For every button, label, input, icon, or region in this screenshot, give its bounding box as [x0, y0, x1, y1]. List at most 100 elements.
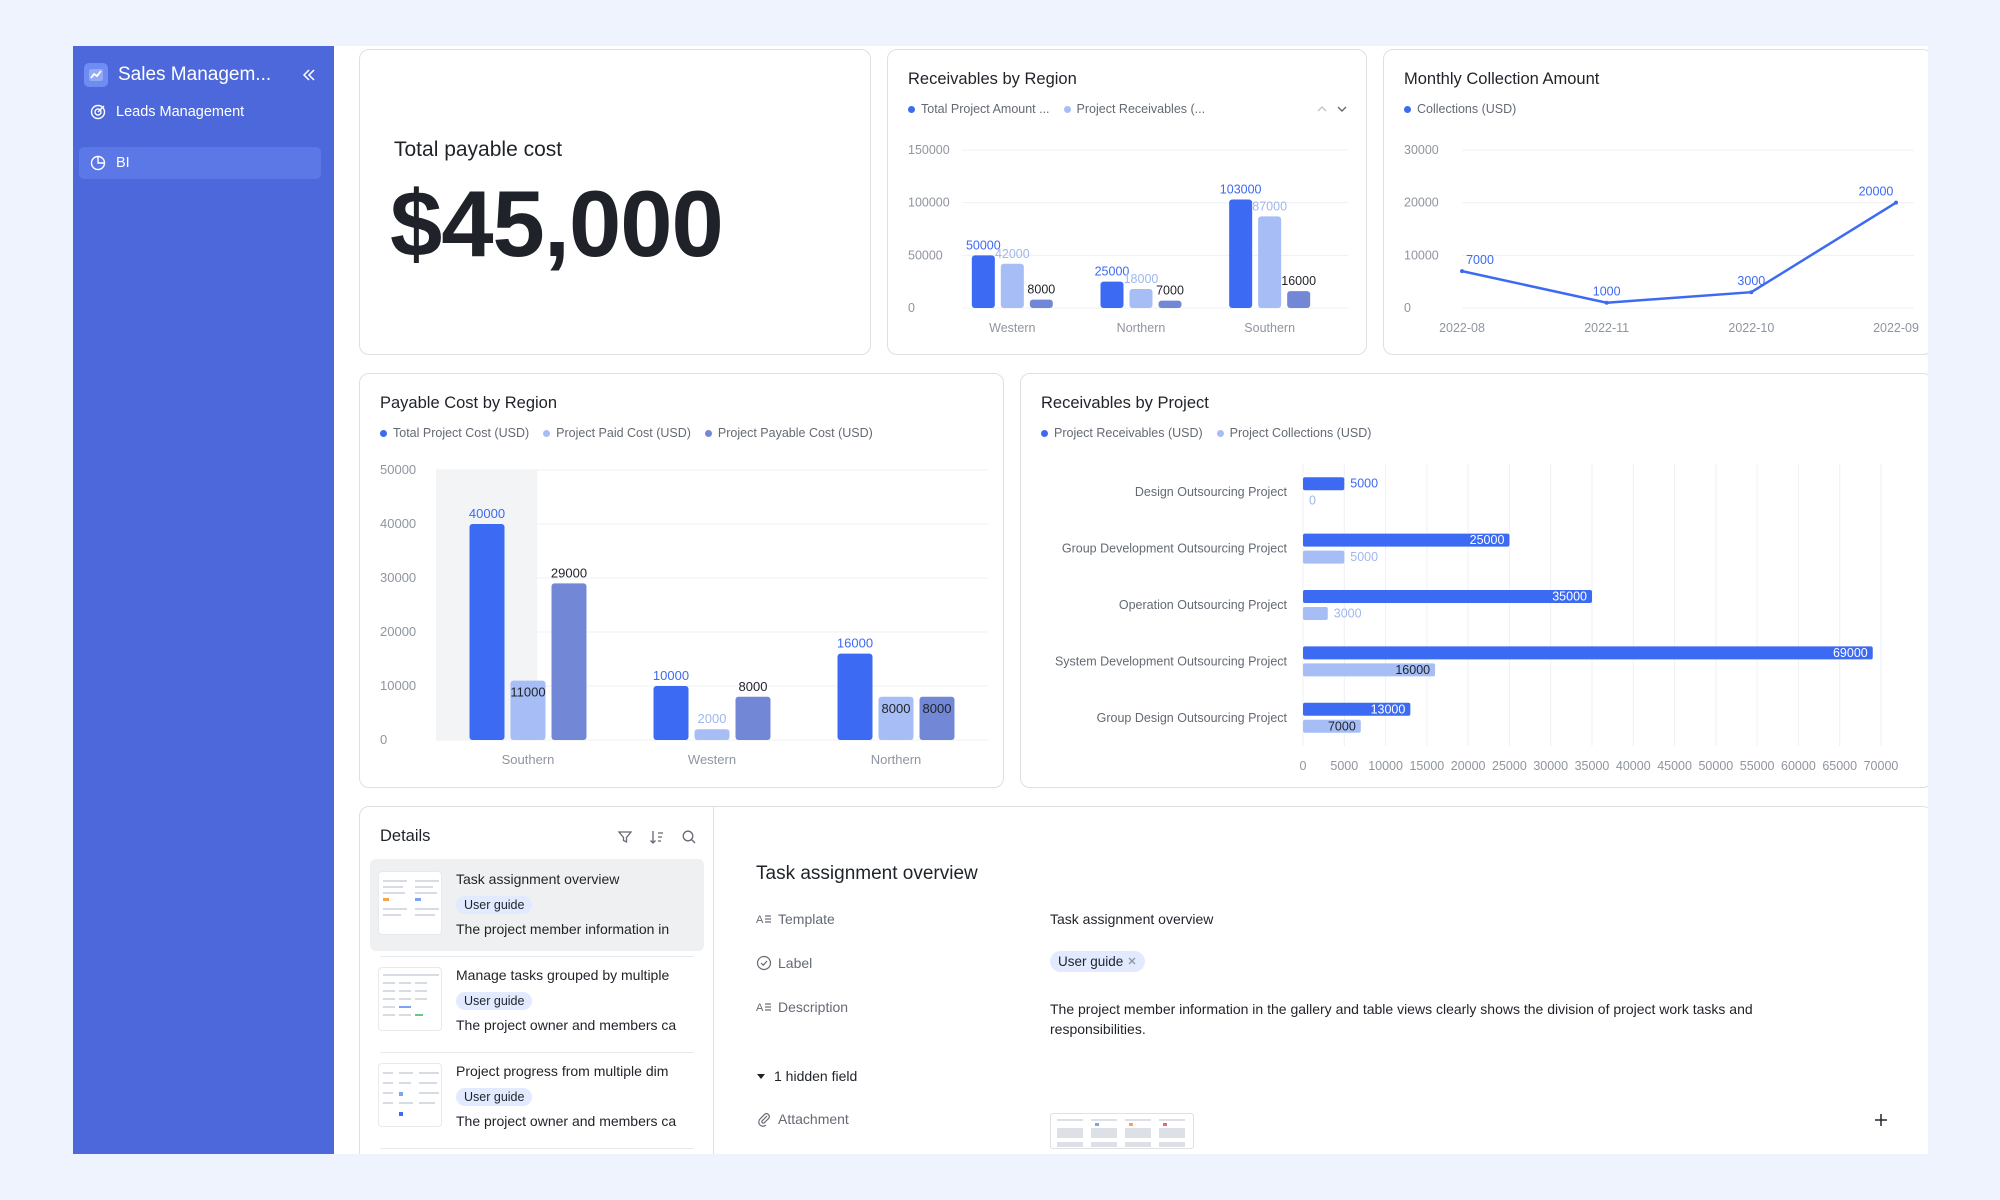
- chevron-up-icon[interactable]: [1316, 102, 1328, 120]
- bar: [653, 686, 689, 740]
- chart-title: Receivables by Region: [908, 70, 1077, 88]
- x-tick-label: 40000: [1616, 759, 1651, 773]
- svg-text:A: A: [756, 1002, 764, 1014]
- details-title: Details: [380, 827, 431, 845]
- bar: [1303, 702, 1411, 716]
- field-value-description[interactable]: The project member information in the ga…: [1050, 1001, 1753, 1037]
- bar: [1000, 263, 1024, 308]
- chip-text: User guide: [1058, 954, 1124, 969]
- legend-item[interactable]: Project Paid Cost (USD): [543, 426, 691, 440]
- sidebar-item-label: BI: [116, 155, 130, 171]
- legend-item[interactable]: Total Project Cost (USD): [380, 426, 529, 440]
- y-tick-label: Group Design Outsourcing Project: [1097, 711, 1288, 725]
- payable-cost-by-region-card[interactable]: Payable Cost by Region Total Project Cos…: [359, 373, 1004, 788]
- kpi-card[interactable]: Total payable cost $45,000: [359, 49, 871, 355]
- series-line: [1461, 201, 1897, 304]
- text-field-icon: A: [756, 911, 772, 927]
- list-item[interactable]: Project progress from multiple dim User …: [370, 1051, 704, 1143]
- monthly-collection-chart: 0 10000 20000 30000 7000 1000 3000 20000 2022-08…: [1404, 143, 1919, 335]
- close-icon[interactable]: [1127, 954, 1137, 969]
- x-tick-label: 65000: [1822, 759, 1857, 773]
- chart-legend: Total Project Cost (USD) Project Paid Co…: [380, 426, 873, 440]
- x-tick-label: 70000: [1864, 759, 1899, 773]
- legend-label: Total Project Amount ...: [921, 102, 1050, 116]
- legend-item[interactable]: Project Receivables (...: [1063, 102, 1205, 116]
- legend-label: Project Collections (USD): [1229, 426, 1372, 440]
- data-label: 16000: [837, 636, 873, 651]
- y-tick-label: 30000: [380, 570, 416, 585]
- x-tick-label: 20000: [1451, 759, 1486, 773]
- list-item-title: Task assignment overview: [456, 871, 620, 887]
- legend-item[interactable]: Project Receivables (USD): [1041, 426, 1203, 440]
- app-title: Sales Managem...: [118, 64, 272, 85]
- legend-item[interactable]: Project Collections (USD): [1216, 426, 1372, 440]
- bar: [1303, 550, 1345, 564]
- legend-dot: [908, 105, 915, 113]
- x-tick-label: 60000: [1781, 759, 1816, 773]
- bar: [837, 653, 873, 740]
- field-value-template[interactable]: Task assignment overview: [1050, 911, 1214, 927]
- x-tick-label: Northern: [1117, 321, 1166, 335]
- receivables-by-project-card[interactable]: Receivables by Project Project Receivabl…: [1020, 373, 1928, 788]
- legend-dot: [380, 429, 387, 437]
- sidebar-item-bi[interactable]: BI: [79, 147, 321, 179]
- y-tick-label: 0: [380, 732, 387, 747]
- sidebar-item-leads-management[interactable]: Leads Management: [79, 96, 321, 128]
- circle-check-icon: [756, 955, 772, 971]
- divider: [380, 1148, 694, 1149]
- legend-item[interactable]: Collections (USD): [1404, 102, 1516, 116]
- chevron-down-icon[interactable]: [1336, 102, 1348, 120]
- x-tick-label: 55000: [1740, 759, 1775, 773]
- x-tick-label: 5000: [1330, 759, 1358, 773]
- chart-logo-icon: [84, 63, 108, 87]
- monthly-collection-card[interactable]: Monthly Collection Amount Collections (U…: [1383, 49, 1928, 355]
- bar: [510, 680, 546, 740]
- bar: [1100, 281, 1124, 308]
- y-tick-label: 50000: [908, 248, 943, 262]
- legend-item[interactable]: Project Payable Cost (USD): [704, 426, 873, 440]
- data-label: 1000: [1593, 285, 1621, 299]
- data-label: 40000: [469, 506, 505, 521]
- legend-label: Total Project Cost (USD): [393, 426, 530, 440]
- data-label: 16000: [1281, 274, 1316, 288]
- double-chevron-left-icon[interactable]: [300, 66, 318, 84]
- list-item-description: The project owner and members ca: [456, 1113, 677, 1129]
- data-label: 7000: [1328, 719, 1356, 733]
- search-icon[interactable]: [679, 827, 699, 847]
- legend-dot: [543, 429, 551, 437]
- sidebar-item-label: Leads Management: [116, 104, 245, 120]
- data-label: 8000: [1027, 283, 1055, 297]
- list-item[interactable]: Manage tasks grouped by multiple User gu…: [370, 955, 704, 1047]
- bar: [694, 729, 730, 740]
- hidden-fields-toggle[interactable]: 1 hidden field: [756, 1068, 857, 1084]
- data-label: 103000: [1220, 183, 1262, 197]
- data-label: 7000: [1156, 284, 1184, 298]
- data-label: 2000: [698, 711, 727, 726]
- add-attachment-button[interactable]: [1870, 1111, 1892, 1133]
- legend-label: Project Payable Cost (USD): [717, 426, 873, 440]
- legend-dot: [1063, 105, 1071, 113]
- sort-icon[interactable]: [647, 827, 667, 847]
- data-label: 29000: [551, 565, 587, 580]
- field-label: Template: [778, 911, 835, 927]
- data-label: 42000: [995, 247, 1030, 261]
- data-label: 3000: [1334, 607, 1362, 621]
- legend-dot: [704, 429, 712, 437]
- details-card: Details Task assignment overview User gu…: [359, 806, 1928, 1154]
- record-thumbnail: [378, 871, 442, 935]
- caret-down-icon: [756, 1068, 766, 1084]
- bar: [919, 696, 955, 740]
- list-item[interactable]: Task assignment overview User guide The …: [370, 859, 704, 951]
- data-point: [1460, 269, 1464, 274]
- x-tick-label: 10000: [1368, 759, 1403, 773]
- label-chip[interactable]: User guide: [1050, 951, 1146, 972]
- x-tick-label: 0: [1300, 759, 1307, 773]
- record-thumbnail: [378, 967, 442, 1031]
- receivables-by-region-card[interactable]: Receivables by Region Total Project Amou…: [887, 49, 1367, 355]
- filter-icon[interactable]: [615, 827, 635, 847]
- divider: [380, 956, 694, 957]
- bar: [971, 255, 995, 308]
- attachment-thumbnail[interactable]: [1050, 1113, 1194, 1149]
- chart-legend: Project Receivables (USD) Project Collec…: [1041, 426, 1371, 440]
- legend-item[interactable]: Total Project Amount ...: [908, 102, 1050, 116]
